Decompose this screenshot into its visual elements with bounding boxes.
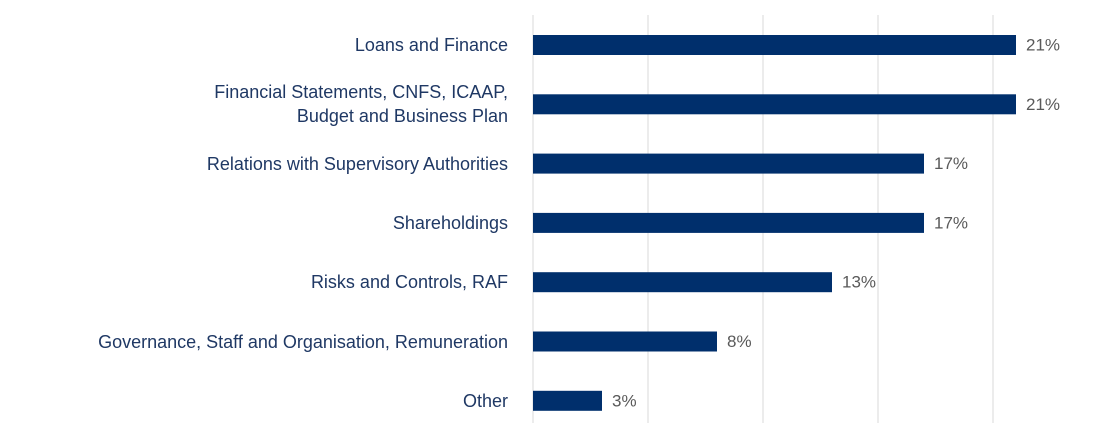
- value-label: 13%: [842, 273, 876, 292]
- value-label: 17%: [934, 213, 968, 232]
- bar: [533, 331, 717, 352]
- bar: [533, 153, 924, 174]
- bar: [533, 35, 1016, 55]
- value-label: 8%: [727, 332, 752, 351]
- category-label: Risks and Controls, RAF: [310, 272, 508, 293]
- category-label: Financial Statements, CNFS, ICAAP, Budge…: [214, 82, 508, 127]
- bar: [533, 94, 1016, 115]
- category-label: Other: [462, 390, 508, 411]
- value-label: 3%: [612, 391, 637, 410]
- bar: [533, 272, 832, 293]
- bar: [533, 390, 602, 411]
- value-label: 21%: [1026, 35, 1060, 54]
- category-label: Governance, Staff and Organisation, Remu…: [98, 331, 508, 352]
- category-label: Relations with Supervisory Authorities: [206, 153, 508, 174]
- category-label: Shareholdings: [392, 212, 508, 233]
- value-label: 17%: [934, 154, 968, 173]
- category-label: Loans and Finance: [354, 35, 508, 55]
- bar: [533, 212, 924, 233]
- value-label: 21%: [1026, 95, 1060, 114]
